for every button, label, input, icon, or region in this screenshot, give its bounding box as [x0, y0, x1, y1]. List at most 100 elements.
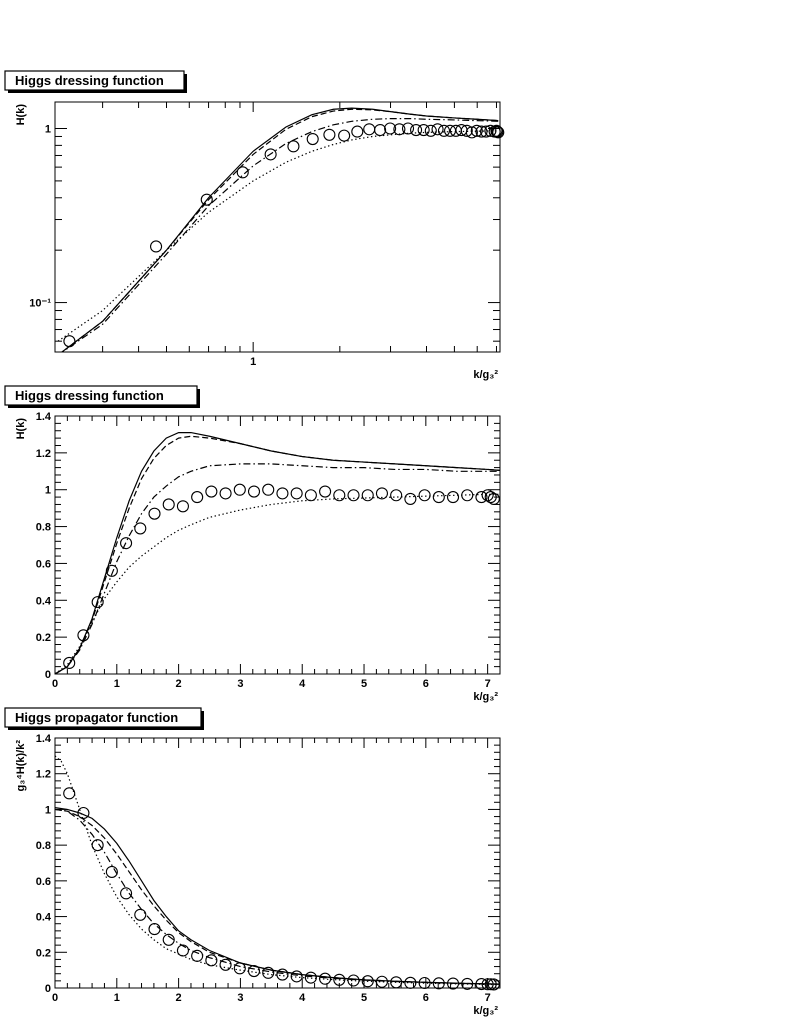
data-point [374, 123, 387, 137]
title-box [4, 707, 202, 728]
data-point [475, 125, 488, 138]
data-point [446, 977, 460, 990]
data-point [487, 492, 500, 505]
plot-frame [54, 101, 501, 353]
data-point [484, 491, 497, 504]
data-point [333, 973, 346, 986]
data-point [162, 498, 175, 511]
data-point [236, 166, 249, 179]
y-tick-label: 0.6 [36, 876, 51, 888]
data-point [384, 122, 397, 135]
x-tick-label: 1 [114, 678, 120, 690]
x-tick-label: 3 [237, 992, 243, 1004]
y-axis-label: H(k) [15, 104, 27, 126]
x-tick-label: 4 [299, 992, 306, 1004]
data-point [262, 966, 275, 979]
data-point [287, 140, 300, 153]
curve-dotted [57, 130, 499, 342]
data-point [134, 522, 147, 535]
data-point [176, 944, 189, 957]
x-tick-label: 7 [485, 992, 491, 1004]
data-point [431, 123, 444, 136]
y-tick-label: 0.8 [36, 522, 51, 534]
data-point [351, 125, 364, 138]
plot-frame [54, 737, 501, 989]
data-point [162, 933, 175, 946]
x-tick-label: 2 [176, 992, 182, 1004]
data-point [105, 564, 118, 577]
data-point [323, 128, 336, 141]
data-point [150, 240, 163, 253]
data-point [233, 483, 246, 496]
data-point [437, 124, 451, 137]
data-point [63, 656, 76, 669]
curve-dashdot [55, 463, 500, 674]
data-point [91, 839, 104, 852]
plot-frame [54, 415, 501, 675]
x-axis-label: k/g₃² [473, 369, 498, 381]
data-point [418, 489, 431, 502]
title-box [4, 70, 185, 91]
data-point [361, 489, 374, 502]
chart-panel-3: Higgs propagator function 0 1 2 3 4 5 6 7 0 0.2 0.4… [4, 707, 501, 1017]
data-point [492, 126, 505, 139]
data-point [247, 964, 261, 978]
chart-title: Higgs propagator function [15, 710, 178, 725]
data-point [390, 976, 403, 989]
y-tick-label: 0.2 [36, 947, 51, 959]
data-point [361, 975, 374, 988]
x-tick-label: 5 [361, 992, 367, 1004]
data-point [333, 489, 346, 502]
y-tick-label: 0.4 [36, 912, 52, 924]
data-point [91, 596, 104, 609]
data-point [200, 193, 213, 206]
data-point [432, 977, 445, 990]
y-tick-label: 1.4 [36, 733, 52, 745]
chart-panel-1: Higgs dressing function 1 10⁻¹ 1 H(k) k/g₃² [4, 70, 505, 381]
data-point [475, 491, 488, 504]
data-point [446, 491, 460, 504]
x-tick-label: 7 [485, 678, 491, 690]
x-axis-label: k/g₃² [473, 691, 498, 703]
data-point [375, 975, 389, 988]
data-point [264, 148, 277, 161]
plot-area [55, 755, 500, 986]
data-point [490, 124, 503, 137]
data-point [176, 500, 189, 513]
data-point [461, 489, 474, 502]
curve-solid [60, 107, 499, 352]
data-point [205, 485, 218, 498]
y-tick-label: 1.4 [36, 411, 52, 423]
chart-title: Higgs dressing function [15, 73, 164, 88]
chart-panel-2: Higgs dressing function 0 1 2 3 4 5 6 7 0 0.2 0.4 0.… [4, 385, 501, 703]
data-point [424, 124, 437, 137]
data-point [404, 976, 417, 989]
title-box [4, 385, 198, 406]
data-point [63, 787, 76, 800]
plot-area [57, 107, 499, 352]
data-point [290, 487, 303, 500]
data-point [401, 122, 415, 135]
x-tick-label: 1 [250, 356, 256, 368]
x-tick-label: 5 [361, 678, 367, 690]
data-point [319, 485, 332, 498]
y-tick-label: 1 [45, 485, 51, 497]
data-point [363, 123, 376, 136]
data-point [481, 489, 494, 502]
data-point [276, 487, 289, 500]
x-tick-label: 6 [423, 678, 429, 690]
curve-dashdot [55, 808, 500, 985]
data-point [410, 123, 423, 137]
y-tick-label: 0 [45, 983, 51, 995]
data-point [319, 972, 332, 985]
curve-dashdot [61, 118, 499, 352]
x-tick-label: 0 [52, 678, 58, 690]
y-tick-label: 0.4 [36, 595, 52, 607]
data-point [247, 485, 261, 498]
data-point [393, 123, 406, 136]
data-point [347, 974, 360, 987]
data-point [148, 507, 161, 520]
data-point [418, 976, 431, 990]
x-tick-label: 4 [299, 678, 306, 690]
data-point [276, 968, 289, 981]
